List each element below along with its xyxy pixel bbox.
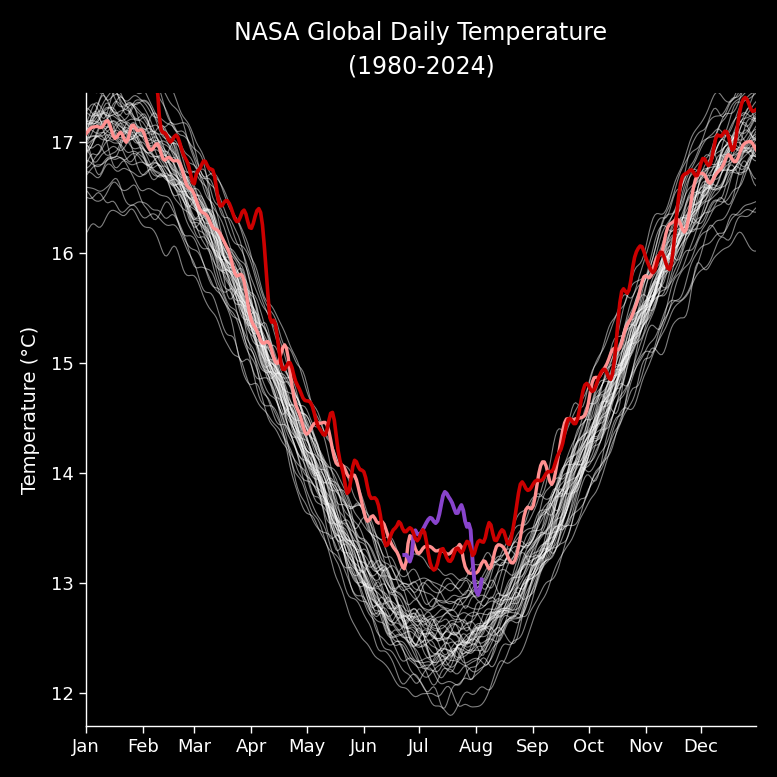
Y-axis label: Temperature (°C): Temperature (°C) [21, 326, 40, 493]
Title: NASA Global Daily Temperature
(1980-2024): NASA Global Daily Temperature (1980-2024… [235, 21, 608, 78]
